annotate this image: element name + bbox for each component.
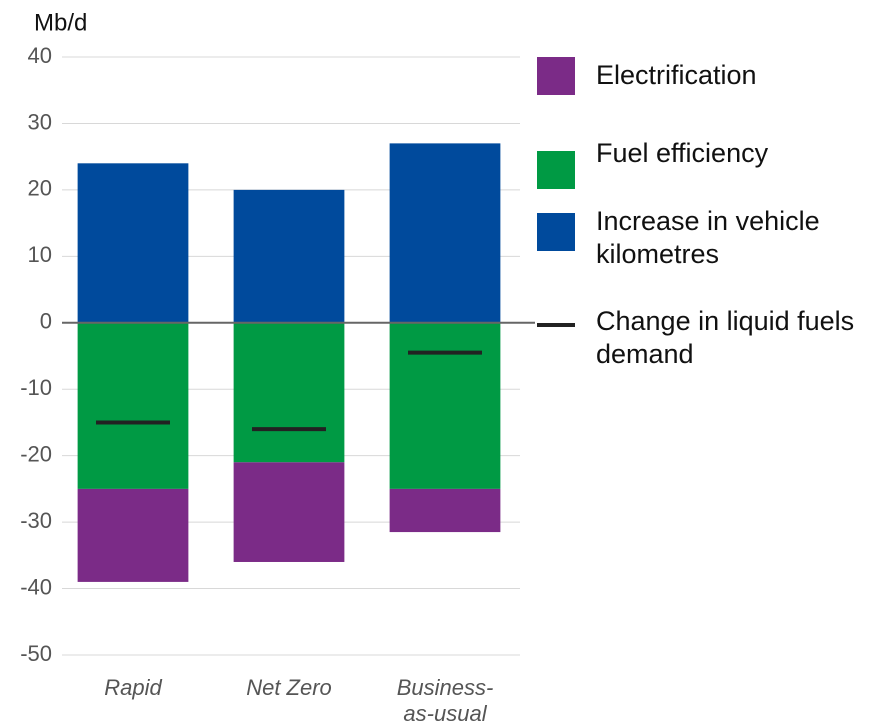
y-tick-label: 0 (40, 309, 52, 334)
bar-segment (77, 322, 189, 489)
bar-segment (389, 143, 501, 323)
y-tick-label: 20 (28, 176, 52, 201)
legend-label: Change in liquid fuels demand (596, 306, 855, 369)
y-tick-label: 10 (28, 242, 52, 267)
y-tick-label: -10 (20, 375, 52, 400)
legend-label: Electrification (596, 60, 757, 90)
legend-label: Increase in vehicle kilometres (596, 206, 820, 269)
bar-segment (389, 488, 501, 533)
y-tick-label: -40 (20, 574, 52, 599)
x-tick-label: Net Zero (246, 675, 332, 700)
bar-segment (233, 462, 345, 562)
y-tick-label: 40 (28, 43, 52, 68)
legend-swatch (537, 151, 575, 189)
y-tick-label: 30 (28, 109, 52, 134)
y-axis-label: Mb/d (34, 9, 87, 36)
x-tick-label: Rapid (104, 675, 162, 700)
bar-segment (233, 322, 345, 463)
legend-label: Fuel efficiency (596, 138, 769, 168)
bar-segment (77, 163, 189, 323)
bar-segment (77, 488, 189, 582)
y-tick-label: -50 (20, 641, 52, 666)
legend-swatch (537, 323, 575, 327)
bar-segment (233, 189, 345, 323)
bar-segment (389, 322, 501, 489)
y-tick-label: -20 (20, 441, 52, 466)
legend-swatch (537, 213, 575, 251)
legend-swatch (537, 57, 575, 95)
x-tick-label: Business-as-usual (396, 675, 494, 726)
y-tick-label: -30 (20, 508, 52, 533)
